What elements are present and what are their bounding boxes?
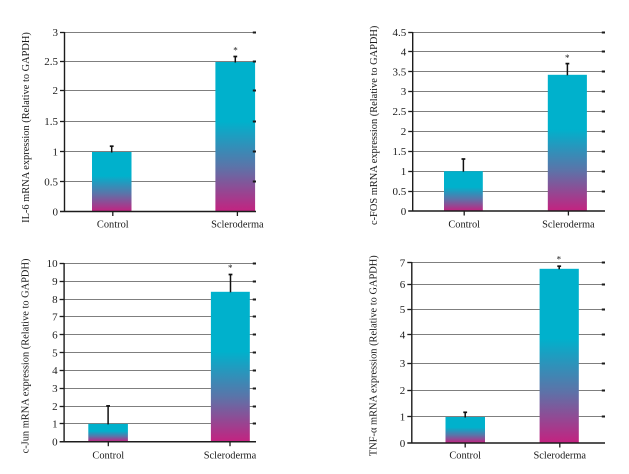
svg-text:5: 5	[400, 304, 406, 316]
svg-text:0.5: 0.5	[44, 176, 58, 188]
svg-text:2.5: 2.5	[392, 106, 406, 118]
svg-text:Scleroderma: Scleroderma	[211, 220, 264, 231]
svg-text:2: 2	[53, 85, 59, 97]
svg-text:4.5: 4.5	[392, 27, 406, 39]
svg-text:0: 0	[401, 206, 407, 218]
svg-text:0.5: 0.5	[392, 186, 406, 198]
svg-text:5: 5	[52, 347, 58, 359]
svg-text:2.5: 2.5	[44, 56, 58, 68]
svg-text:3: 3	[400, 358, 406, 370]
svg-text:2: 2	[52, 401, 58, 413]
svg-text:3: 3	[401, 86, 407, 98]
svg-text:4: 4	[400, 330, 406, 342]
svg-text:1: 1	[401, 166, 407, 178]
svg-text:10: 10	[47, 258, 59, 270]
svg-text:3: 3	[52, 383, 58, 395]
svg-text:1: 1	[53, 146, 59, 158]
svg-text:9: 9	[52, 276, 58, 288]
svg-text:c-Jun mRNA expression (Relativ: c-Jun mRNA expression (Relative to GAPDH…	[21, 259, 32, 454]
svg-text:2: 2	[400, 385, 406, 397]
svg-text:Scleroderma: Scleroderma	[534, 450, 587, 461]
svg-text:TNF-α mRNA expression (Relativ: TNF-α mRNA expression (Relative to GAPDH…	[368, 255, 379, 456]
svg-text:c-FOS mRNA expression (Relativ: c-FOS mRNA expression (Relative to GAPDH…	[369, 26, 380, 225]
svg-text:*: *	[228, 263, 233, 273]
svg-text:1.5: 1.5	[44, 116, 58, 128]
svg-text:6: 6	[52, 329, 58, 341]
svg-text:3: 3	[53, 27, 59, 39]
svg-text:0: 0	[53, 206, 59, 218]
svg-text:4: 4	[52, 365, 58, 377]
svg-text:*: *	[565, 53, 570, 63]
svg-text:1: 1	[52, 419, 58, 431]
svg-text:3.5: 3.5	[392, 66, 406, 78]
svg-text:Control: Control	[448, 220, 480, 231]
svg-text:4: 4	[401, 47, 407, 59]
svg-text:1: 1	[400, 411, 406, 423]
svg-text:Scleroderma: Scleroderma	[542, 220, 595, 231]
svg-text:*: *	[233, 46, 238, 56]
svg-text:7: 7	[52, 311, 58, 323]
svg-text:6: 6	[400, 279, 406, 291]
svg-text:IL-6 mRNA expression (Relative: IL-6 mRNA expression (Relative to GAPDH)	[21, 32, 32, 223]
svg-text:0: 0	[52, 437, 58, 449]
svg-text:7: 7	[400, 258, 406, 270]
svg-text:2: 2	[401, 126, 407, 138]
svg-text:Control: Control	[449, 450, 481, 461]
svg-text:Control: Control	[97, 220, 129, 231]
svg-text:8: 8	[52, 294, 58, 306]
svg-text:Control: Control	[92, 450, 124, 461]
svg-text:0: 0	[400, 438, 406, 450]
svg-text:*: *	[557, 255, 562, 265]
svg-text:1.5: 1.5	[392, 146, 406, 158]
svg-text:Scleroderma: Scleroderma	[204, 450, 257, 461]
